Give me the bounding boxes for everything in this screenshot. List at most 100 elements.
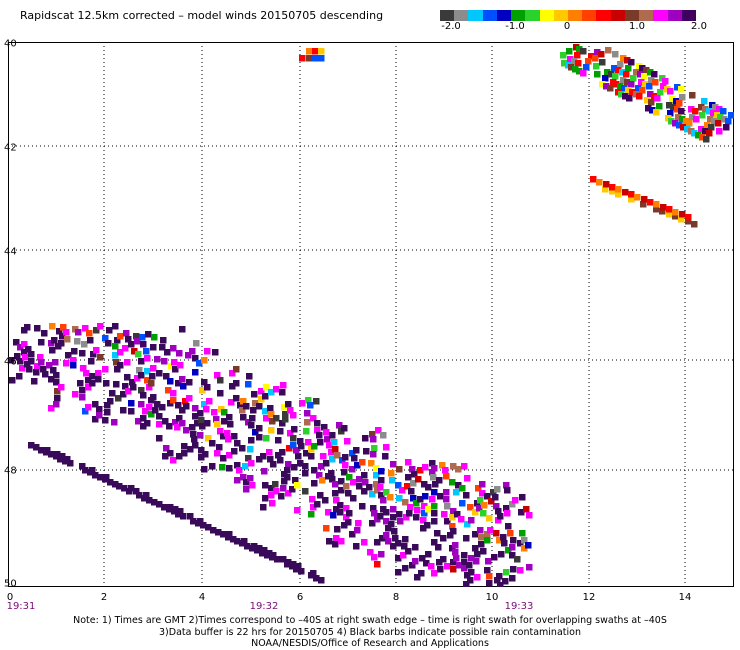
wind-cell: [104, 409, 111, 416]
wind-cell: [421, 510, 428, 517]
wind-cell: [502, 578, 509, 585]
wind-cell: [310, 504, 317, 511]
wind-cell: [408, 488, 415, 495]
wind-cell: [123, 330, 130, 337]
wind-cell: [239, 445, 246, 452]
wind-cell: [643, 67, 650, 74]
wind-cell: [449, 523, 456, 530]
wind-cell: [369, 520, 376, 527]
footnote-line-1: Note: 1) Times are GMT 2)Times correspon…: [73, 615, 667, 626]
wind-cell: [401, 543, 408, 550]
wind-cell: [34, 363, 41, 370]
wind-cell: [666, 211, 673, 218]
wind-cell: [245, 381, 252, 388]
wind-cell: [167, 378, 174, 385]
wind-cell: [628, 81, 635, 88]
wind-cell: [425, 484, 432, 491]
wind-cell: [231, 448, 238, 455]
wind-cell: [186, 395, 193, 402]
wind-cell: [122, 345, 129, 352]
wind-cell: [653, 206, 660, 213]
swath-map-plot: [8, 42, 734, 587]
wind-cell: [70, 357, 77, 364]
wind-cell: [715, 120, 722, 127]
wind-cell: [72, 391, 79, 398]
wind-cell: [367, 549, 374, 556]
wind-cell: [672, 213, 679, 220]
wind-cell: [387, 494, 394, 501]
wind-cell: [619, 69, 626, 76]
wind-cell: [282, 416, 289, 423]
wind-cell: [356, 483, 363, 490]
wind-cell: [648, 77, 655, 84]
wind-cell: [282, 411, 289, 418]
wind-cell: [31, 378, 38, 385]
wind-cell: [113, 359, 120, 366]
wind-cell: [126, 488, 133, 495]
wind-cell: [404, 483, 411, 490]
wind-cell: [662, 78, 669, 85]
y-axis-label: 44: [4, 246, 17, 258]
wind-cell: [252, 400, 259, 407]
wind-cell: [183, 427, 190, 434]
wind-cell: [179, 407, 186, 414]
wind-cell: [450, 508, 457, 515]
wind-cell: [170, 397, 177, 404]
wind-cell: [201, 401, 208, 408]
wind-cell: [170, 345, 177, 352]
wind-cell: [439, 462, 446, 469]
wind-cell: [338, 487, 345, 494]
wind-cell: [269, 554, 276, 561]
wind-cell: [268, 485, 275, 492]
wind-cell: [53, 401, 60, 408]
wind-cell: [568, 64, 575, 71]
wind-cell: [182, 398, 189, 405]
wind-cell: [338, 478, 345, 485]
wind-cell: [219, 464, 226, 471]
wind-cell: [345, 490, 352, 497]
wind-cell: [89, 373, 96, 380]
wind-cell: [710, 110, 717, 117]
wind-cell: [503, 569, 510, 576]
wind-cell: [229, 370, 236, 377]
wind-cell: [431, 518, 438, 525]
wind-cell: [362, 479, 369, 486]
wind-cell: [473, 558, 480, 565]
wind-cell: [623, 71, 630, 78]
wind-cell: [258, 388, 265, 395]
colorbar-swatch: [539, 10, 554, 21]
wind-cell: [239, 540, 246, 547]
wind-cell: [17, 358, 24, 365]
wind-cell: [576, 46, 583, 53]
wind-cell: [162, 453, 169, 460]
wind-cell: [322, 497, 329, 504]
wind-cell: [262, 408, 269, 415]
wind-cell: [151, 334, 158, 341]
wind-cell: [62, 458, 69, 465]
wind-cell: [269, 418, 276, 425]
wind-cell: [252, 429, 259, 436]
wind-cell: [302, 470, 309, 477]
wind-cell: [297, 460, 304, 467]
wind-cell: [431, 539, 438, 546]
wind-cell: [175, 380, 182, 387]
wind-cell: [9, 377, 16, 384]
wind-cell: [142, 408, 149, 415]
wind-cell: [17, 344, 24, 351]
wind-cell: [444, 563, 451, 570]
wind-cell: [121, 485, 128, 492]
wind-cell: [279, 420, 286, 427]
wind-cell: [14, 353, 21, 360]
wind-cell: [80, 365, 87, 372]
wind-cell: [79, 387, 86, 394]
wind-cell: [49, 347, 56, 354]
wind-cell: [43, 449, 50, 456]
wind-cell: [440, 556, 447, 563]
wind-cell: [48, 405, 55, 412]
wind-cell: [263, 435, 270, 442]
wind-cell: [366, 484, 373, 491]
wind-cell: [450, 463, 457, 470]
wind-cell: [307, 402, 314, 409]
wind-cell: [140, 392, 147, 399]
wind-cell: [217, 377, 224, 384]
